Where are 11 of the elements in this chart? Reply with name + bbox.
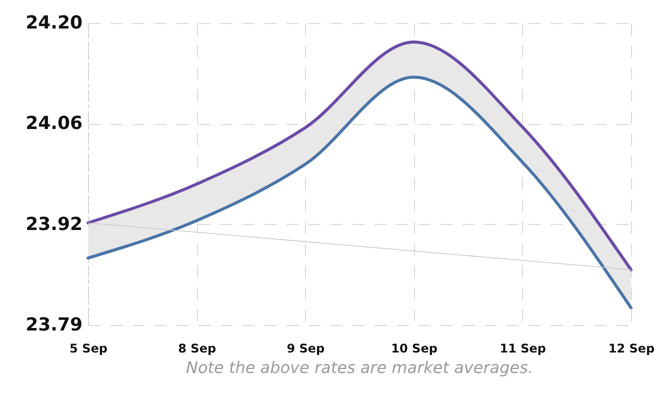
x-tick-label: 11 Sep [500,342,546,356]
x-tick-label: 9 Sep [286,342,326,356]
y-tick-label: 24.06 [26,113,82,134]
x-tick-label: 5 Sep [70,342,108,356]
y-tick-label: 24.20 [26,12,82,34]
x-tick-label: 10 Sep [391,342,438,356]
x-tick-label: 8 Sep [178,342,216,356]
y-tick-label: 23.79 [26,314,82,336]
y-tick-label: 23.92 [26,214,82,235]
x-tick-label: 12 Sep [608,342,656,356]
text: Note the above rates are market averages. [186,358,534,377]
